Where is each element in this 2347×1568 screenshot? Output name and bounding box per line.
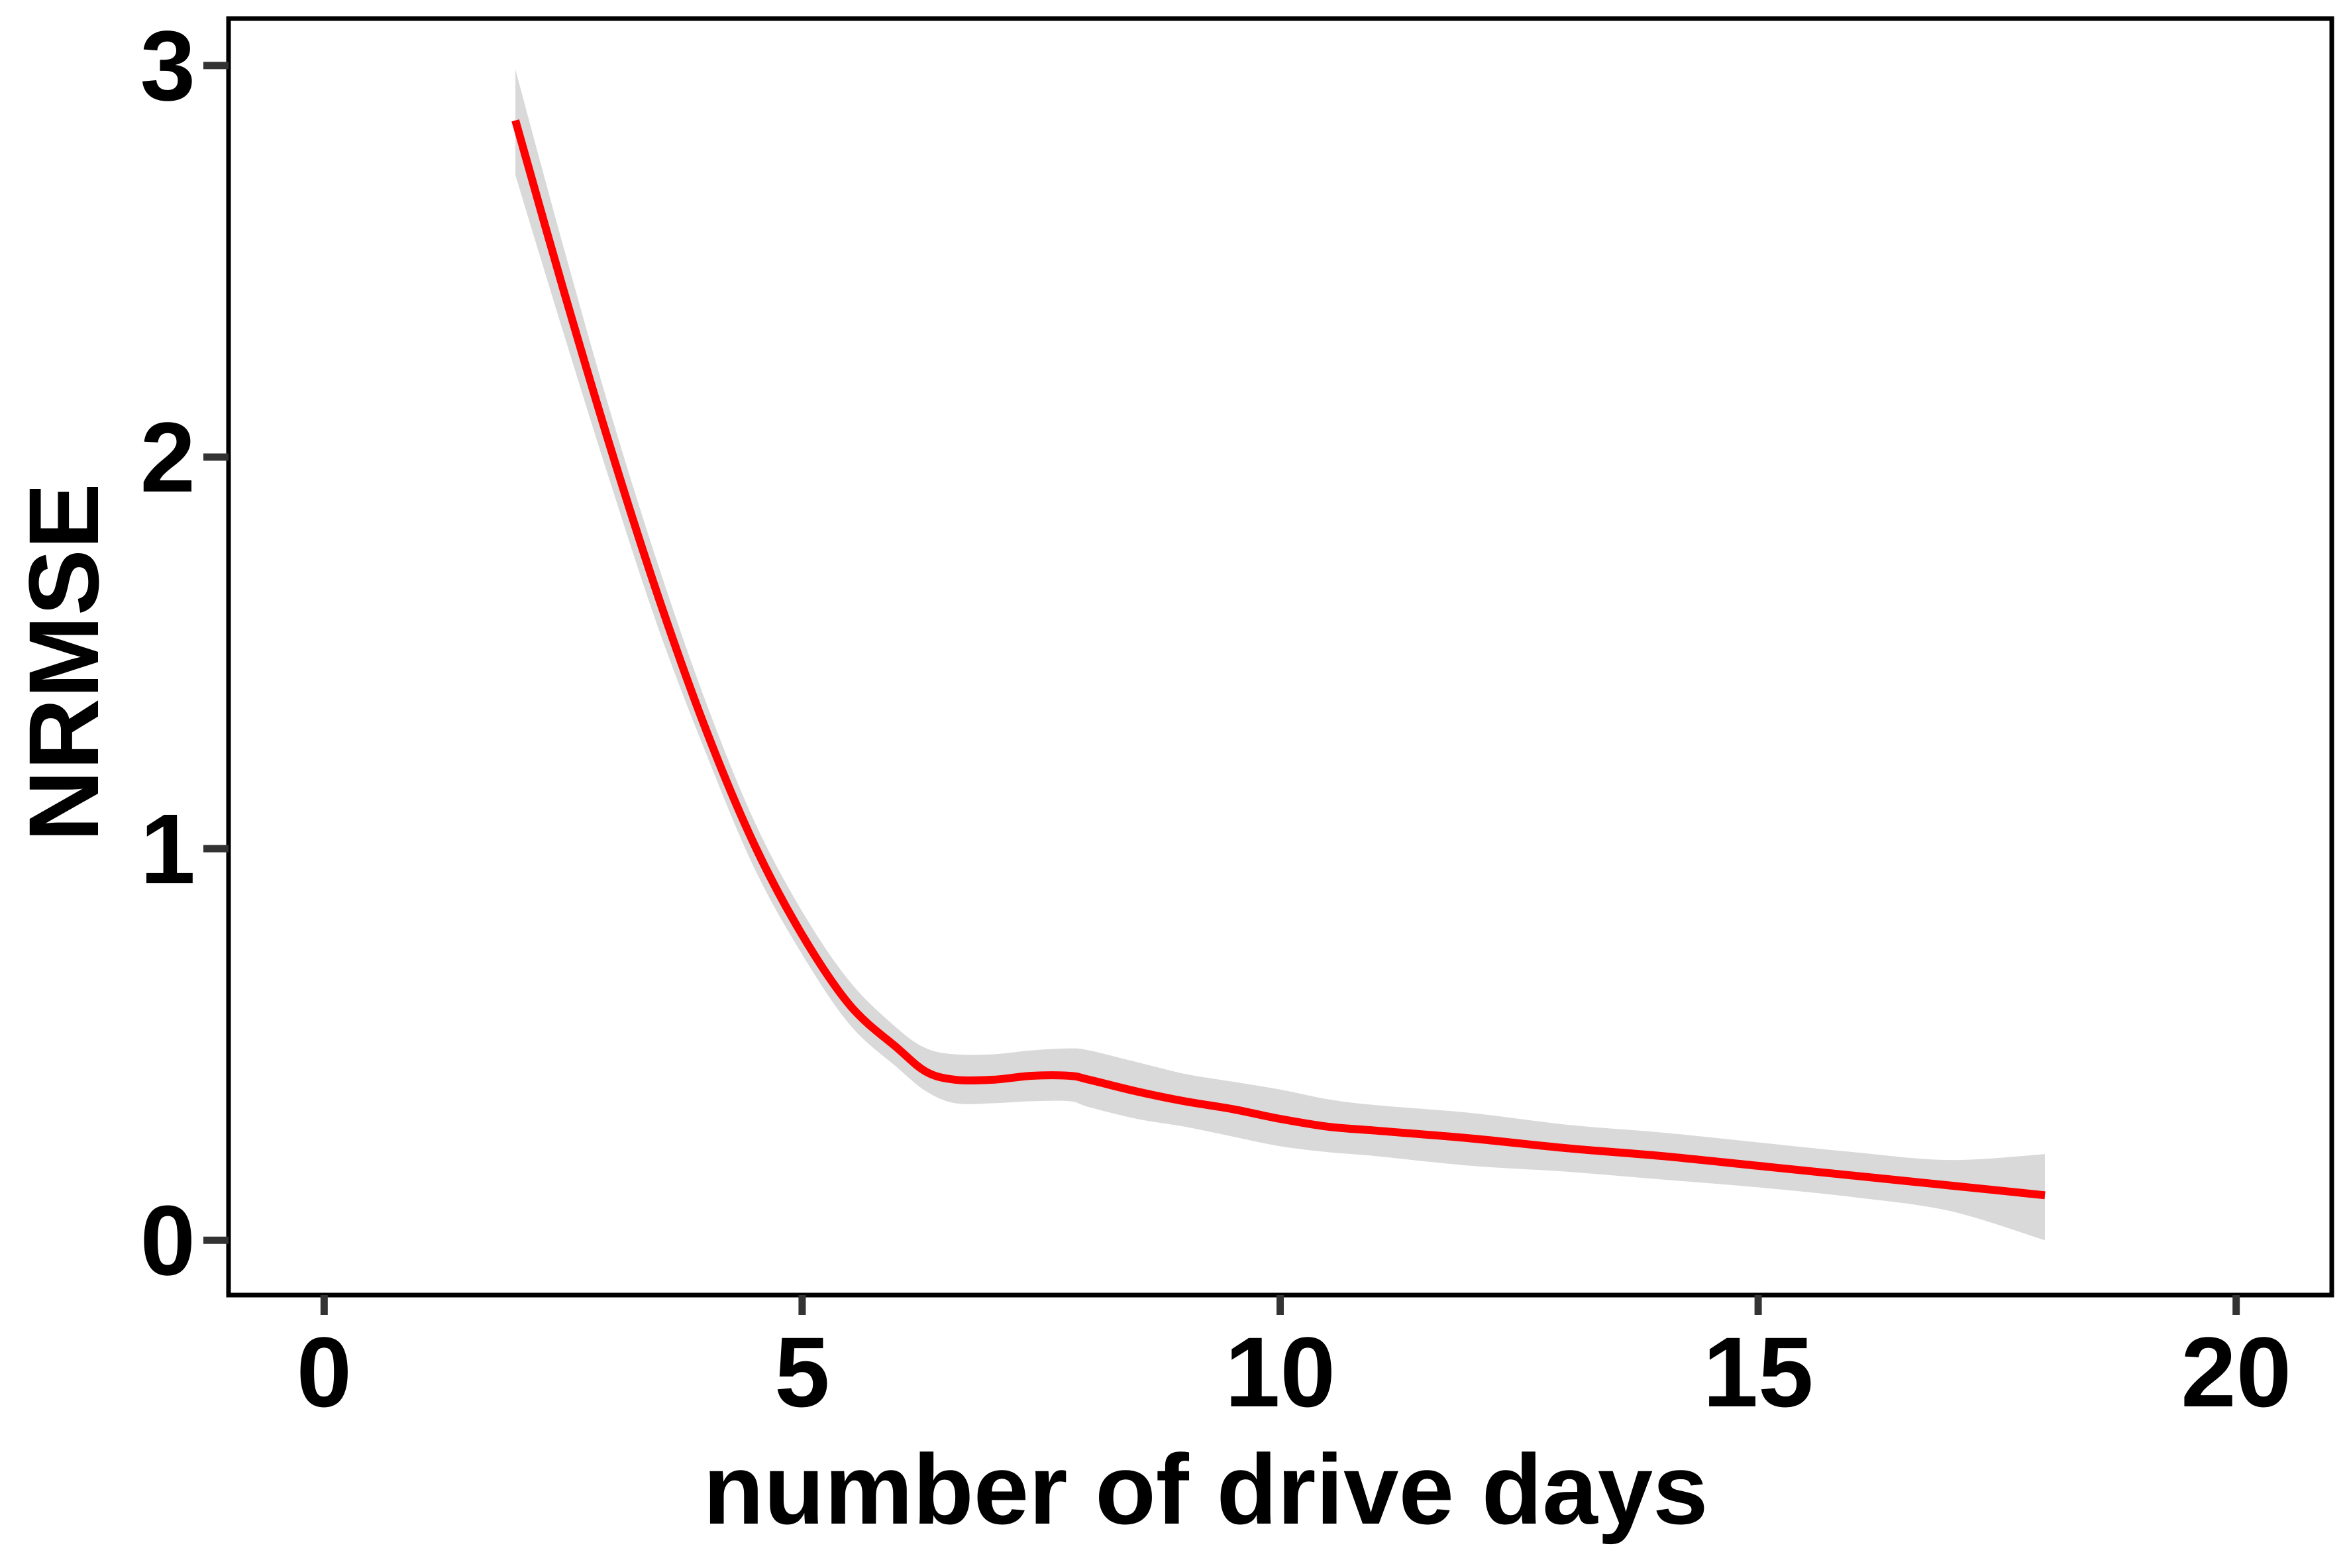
x-tick-label: 20 [2181,1316,2291,1428]
x-tick-label: 5 [774,1316,829,1428]
y-tick-label: 2 [140,401,195,513]
plot-area [511,69,2046,1241]
x-tick-label: 0 [297,1316,352,1428]
y-tick-label: 1 [140,793,195,904]
y-axis-label: NRMSE [8,483,119,842]
axes: 0 5 10 15 20 0 1 2 3 [140,10,2334,1428]
x-axis-label: number of drive days [703,1434,1708,1545]
x-tick-label: 10 [1225,1316,1335,1428]
y-tick-label: 3 [140,10,195,121]
x-tick-label: 15 [1703,1316,1814,1428]
y-tick-label: 0 [140,1184,195,1296]
series-line [511,119,2046,1200]
